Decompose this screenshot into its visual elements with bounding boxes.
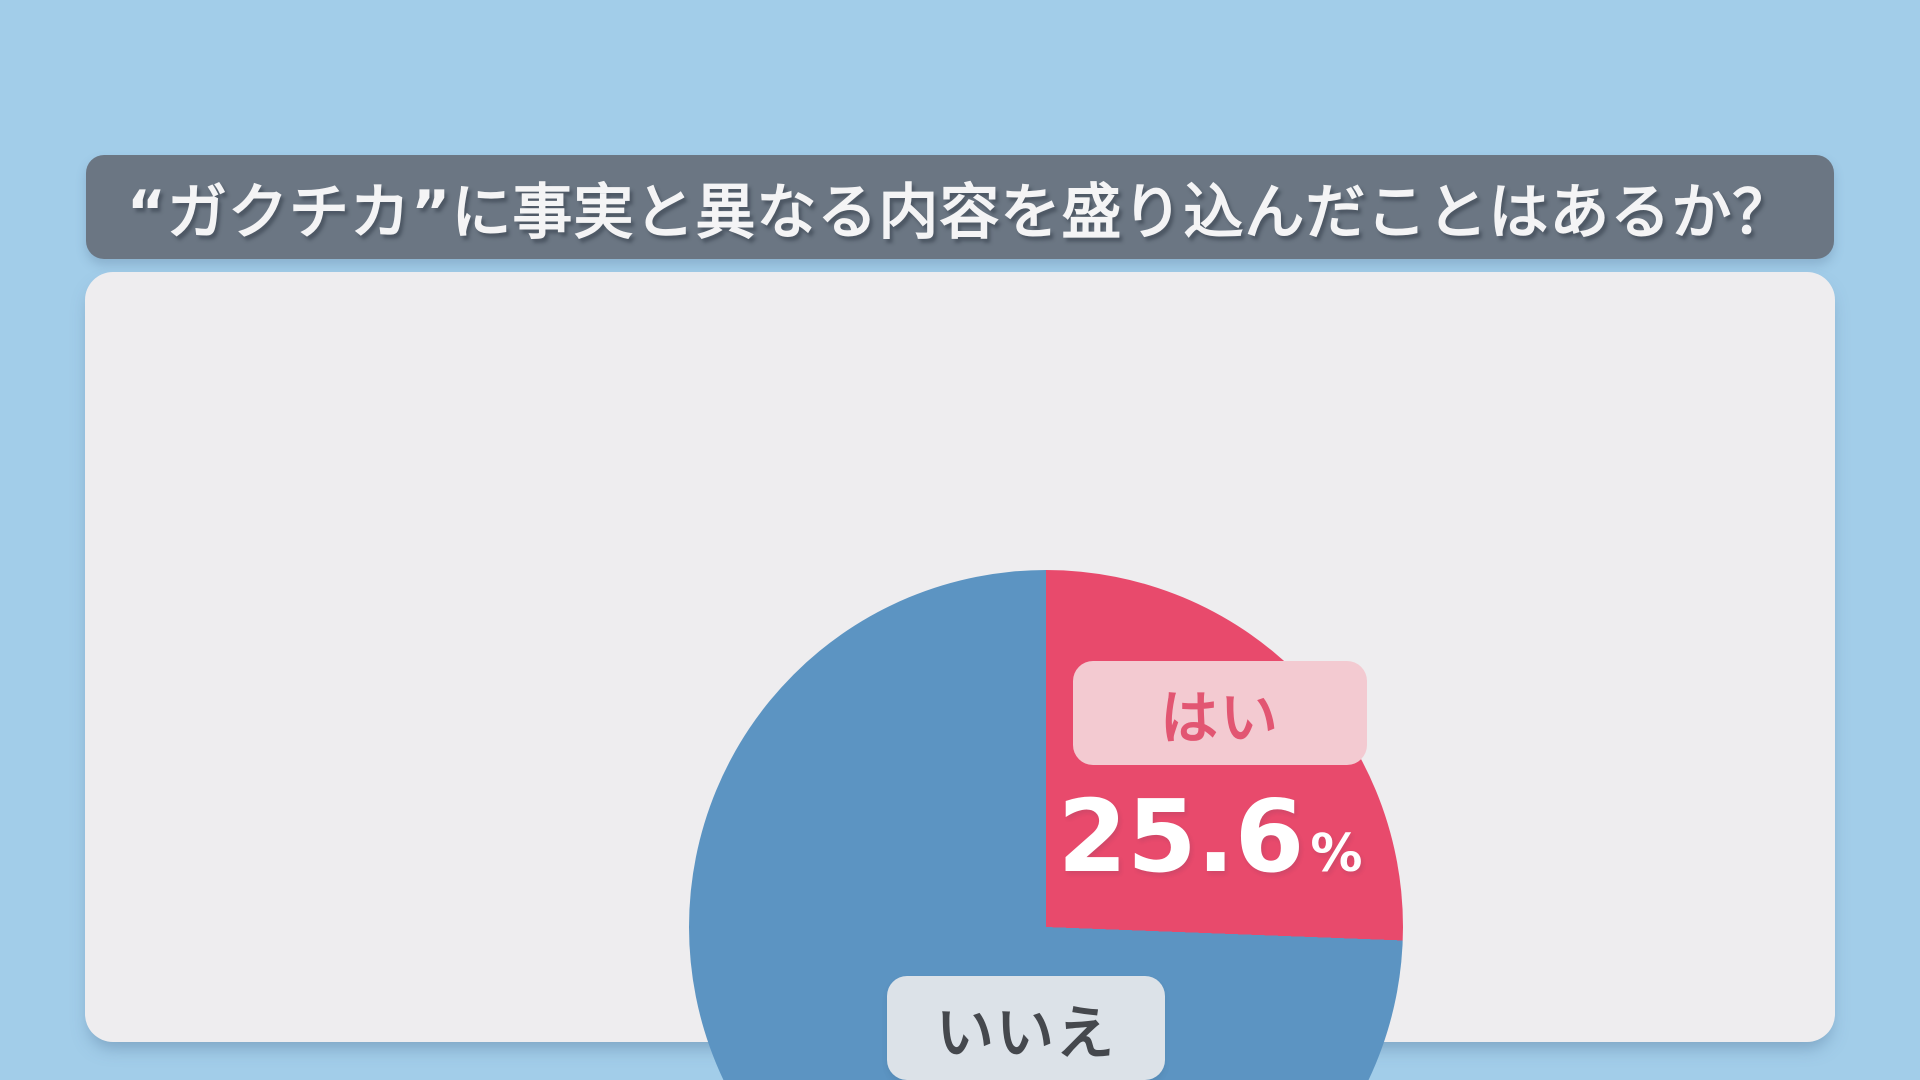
slice-value-yes-unit: %: [1310, 824, 1363, 884]
page-title: “ガクチカ”に事実と異なる内容を盛り込んだことはあるか？: [126, 177, 1794, 248]
chart-panel: はい 25.6 % いいえ 74.4 % ネオキャリア調べ 実施期間： 2022…: [85, 272, 1835, 1080]
slice-value-yes: 25.6 %: [1040, 787, 1380, 887]
slice-value-yes-number: 25.6: [1057, 778, 1305, 895]
slice-label-yes-text: はい: [1159, 684, 1280, 752]
slice-label-no: いいえ: [887, 976, 1165, 1080]
slice-label-no-text: いいえ: [935, 999, 1116, 1067]
slice-label-yes: はい: [1073, 661, 1367, 765]
title-bar: “ガクチカ”に事実と異なる内容を盛り込んだことはあるか？: [86, 155, 1834, 259]
